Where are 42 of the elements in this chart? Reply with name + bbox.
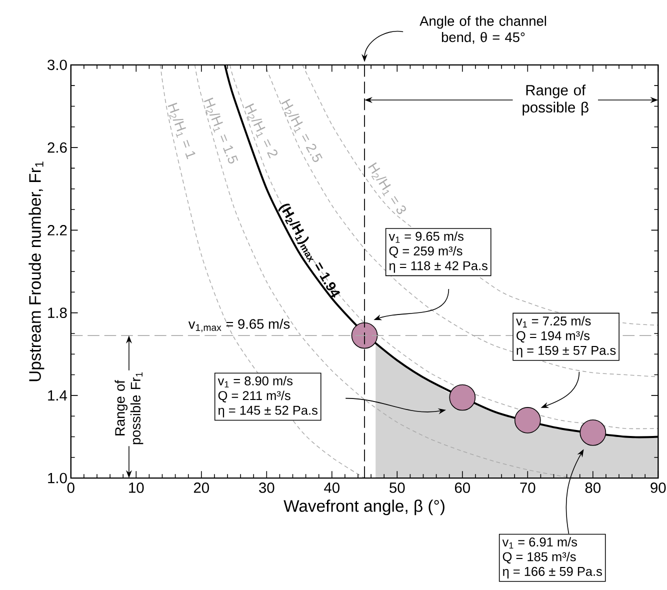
annotation: v$_{1}$ = 7.25 m/s	[516, 316, 591, 328]
text: H$_{2}$/H$_{1}$ = 1	[168, 102, 196, 160]
text: H$_{2}$/H$_{1}$ = 3	[368, 162, 406, 214]
text: H$_{2}$/H$_{1}$ = 2	[244, 103, 278, 158]
annotation: Range of possible Fr$_{1}$	[114, 372, 144, 444]
annotation: Q = 211 m³/s	[218, 390, 290, 402]
x-tick-label: 60	[454, 482, 470, 493]
annotation: η = 159 ± 57 Pa.s	[516, 346, 616, 358]
annotation: v$_{1}$ = 8.90 m/s	[218, 376, 293, 388]
annotation: η = 145 ± 52 Pa.s	[218, 406, 318, 418]
x-tick-label: 10	[129, 482, 144, 493]
x-tick-label: 30	[259, 482, 274, 493]
y-axis-title: Upstream Froude number, Fr$_{1}$	[28, 162, 44, 381]
annotation: Range of possible β	[522, 84, 588, 116]
text: η = 166 ± 59 Pa.s	[502, 566, 602, 578]
x-tick-label: 20	[194, 482, 209, 493]
text: Angle of the channel bend, θ = 45°	[420, 16, 546, 44]
y-tick-label: 3.0	[48, 60, 67, 70]
x-tick-label: 50	[390, 482, 405, 493]
text: Q = 185 m³/s	[502, 552, 576, 564]
y-tick-label: 1.0	[48, 472, 67, 484]
x-tick-label: 90	[650, 482, 666, 493]
annotation: v$_{1,max}$ = 9.65 m/s	[188, 318, 290, 332]
text: H$_{2}$/H$_{1}$ = 1.5	[204, 97, 238, 164]
x-axis-title: Wavefront angle, β (°)	[284, 500, 444, 516]
point	[514, 406, 541, 434]
annotation: η = 118 ± 42 Pa.s	[389, 261, 488, 273]
text: v$_{1}$ = 6.91 m/s	[502, 537, 578, 548]
point	[449, 384, 476, 411]
y-tick-label: 2.6	[48, 142, 67, 153]
x-tick-label: 40	[324, 482, 340, 493]
x-tick-label: 0	[67, 482, 74, 493]
y-tick-label: 2.2	[48, 224, 67, 236]
annotation: v$_{1}$ = 9.65 m/s	[388, 231, 464, 243]
x-tick-label: 70	[520, 482, 536, 493]
annotation: Q = 194 m³/s	[516, 330, 590, 342]
point	[580, 419, 606, 446]
x-tick-label: 80	[585, 482, 600, 493]
text: H$_{2}$/H$_{1}$ = 2.5	[281, 98, 322, 162]
y-tick-label: 1.4	[48, 390, 68, 400]
annotation: Q = 259 m³/s	[389, 246, 462, 258]
y-tick-label: 1.8	[48, 308, 67, 318]
